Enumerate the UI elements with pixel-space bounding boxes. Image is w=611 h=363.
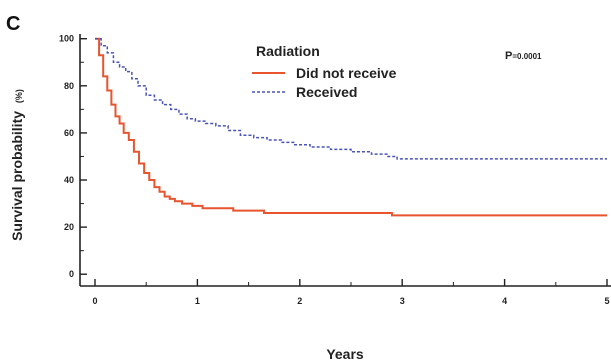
p-value-number: =0.0001 [512, 52, 542, 61]
legend: Radiation Did not receive Received [252, 43, 397, 100]
axes [79, 34, 611, 287]
y-axis-title-unit: (%) [14, 89, 24, 103]
y-axis-title-main: Survival probability [9, 111, 25, 241]
x-ticks: 0 1 2 3 4 5 [92, 279, 610, 306]
legend-label-did-not-receive: Did not receive [296, 65, 397, 81]
legend-title: Radiation [256, 43, 320, 59]
series-line-did-not-receive [95, 37, 607, 217]
y-axis-title: Survival probability (%) [9, 89, 25, 241]
legend-label-received: Received [296, 84, 357, 100]
x-tick-label: 5 [604, 296, 609, 306]
p-value-prefix: P [505, 50, 512, 62]
y-ticks: 0 20 40 60 80 100 [59, 34, 87, 279]
series-layer [95, 37, 607, 217]
x-tick-label: 0 [92, 296, 97, 306]
p-value-annotation: P=0.0001 [505, 50, 542, 62]
y-tick-label: 0 [69, 269, 74, 279]
panel-label: C [6, 13, 20, 35]
series-line-received [95, 37, 607, 160]
y-tick-label: 40 [64, 175, 74, 185]
x-tick-label: 4 [502, 296, 507, 306]
y-tick-label: 80 [64, 81, 74, 91]
y-tick-label: 20 [64, 222, 74, 232]
x-tick-label: 3 [400, 296, 405, 306]
x-tick-label: 2 [297, 296, 302, 306]
y-tick-label: 100 [59, 34, 74, 44]
x-tick-label: 1 [195, 296, 200, 306]
y-tick-label: 60 [64, 128, 74, 138]
x-axis-title: Years [326, 346, 364, 362]
